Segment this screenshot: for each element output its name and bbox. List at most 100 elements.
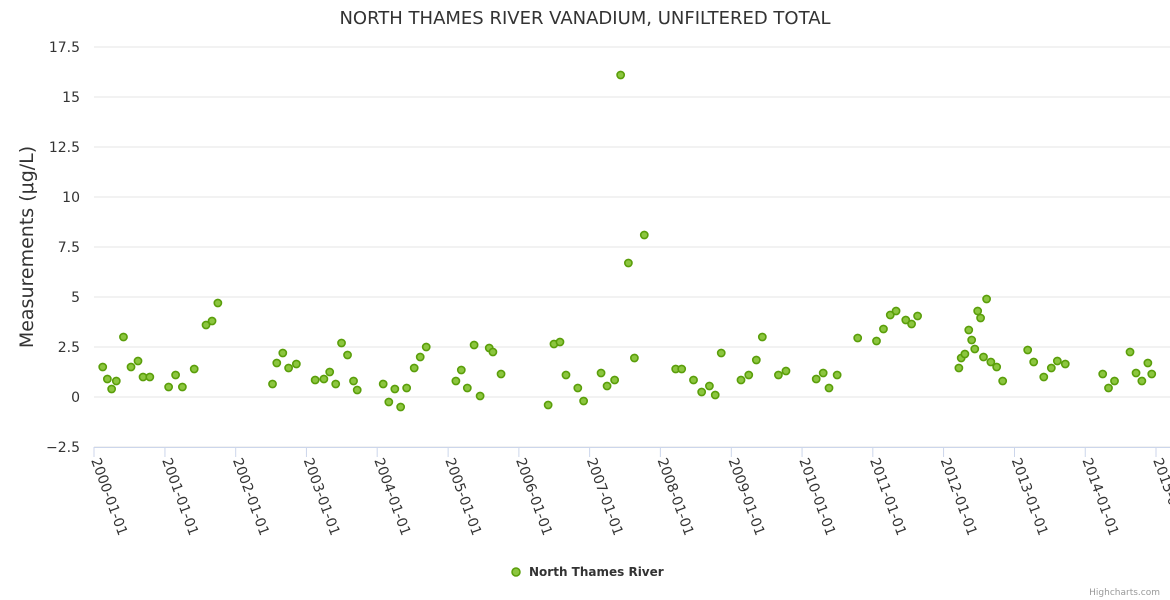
data-point[interactable] — [543, 400, 553, 410]
data-point[interactable] — [310, 375, 320, 385]
data-point[interactable] — [1104, 383, 1113, 393]
data-point[interactable] — [462, 383, 472, 393]
data-point[interactable] — [1023, 345, 1033, 355]
data-point[interactable] — [119, 332, 128, 342]
data-point[interactable] — [409, 363, 419, 373]
data-point[interactable] — [177, 382, 187, 392]
data-point[interactable] — [616, 70, 626, 80]
data-point[interactable] — [451, 376, 461, 386]
data-point[interactable] — [325, 367, 335, 377]
data-point[interactable] — [278, 348, 288, 358]
data-point[interactable] — [964, 325, 974, 335]
legend-item-label[interactable]: North Thames River — [529, 565, 664, 579]
data-point[interactable] — [1143, 358, 1153, 368]
legend[interactable]: North Thames River — [511, 565, 664, 579]
data-point[interactable] — [145, 372, 155, 382]
data-point[interactable] — [555, 337, 565, 347]
data-point[interactable] — [1131, 368, 1141, 378]
data-point[interactable] — [1039, 372, 1049, 382]
data-point[interactable] — [596, 368, 606, 378]
data-point[interactable] — [378, 379, 388, 389]
data-point[interactable] — [102, 374, 112, 384]
data-point[interactable] — [1110, 376, 1119, 386]
data-point[interactable] — [697, 387, 707, 397]
data-point[interactable] — [736, 375, 746, 385]
data-point[interactable] — [488, 347, 498, 357]
data-point[interactable] — [573, 383, 583, 393]
data-point[interactable] — [907, 319, 916, 329]
data-point[interactable] — [710, 390, 720, 400]
data-point[interactable] — [201, 320, 211, 330]
data-point[interactable] — [98, 362, 108, 372]
data-point[interactable] — [689, 375, 698, 385]
data-point[interactable] — [171, 370, 181, 380]
data-point[interactable] — [639, 230, 649, 240]
data-point[interactable] — [343, 350, 352, 360]
data-point[interactable] — [979, 352, 988, 362]
data-point[interactable] — [853, 333, 863, 343]
data-point[interactable] — [207, 316, 217, 326]
data-point[interactable] — [610, 375, 620, 385]
data-point[interactable] — [885, 310, 895, 320]
data-point[interactable] — [111, 376, 121, 386]
data-point[interactable] — [677, 364, 687, 374]
data-point[interactable] — [284, 363, 294, 373]
data-point[interactable] — [319, 374, 329, 384]
data-point[interactable] — [561, 370, 571, 380]
data-point[interactable] — [954, 363, 964, 373]
data-point[interactable] — [976, 313, 985, 323]
data-point[interactable] — [781, 366, 791, 376]
data-point[interactable] — [992, 362, 1002, 372]
data-point[interactable] — [272, 358, 282, 368]
data-point[interactable] — [1052, 356, 1062, 366]
data-point[interactable] — [1029, 357, 1039, 367]
data-point[interactable] — [1137, 376, 1147, 386]
data-point[interactable] — [213, 298, 223, 308]
data-point[interactable] — [164, 382, 174, 392]
data-point[interactable] — [913, 311, 922, 321]
data-point[interactable] — [832, 370, 842, 380]
data-point[interactable] — [744, 370, 754, 380]
data-point[interactable] — [973, 306, 983, 316]
data-point[interactable] — [1125, 347, 1135, 357]
data-point[interactable] — [623, 258, 633, 268]
data-point[interactable] — [705, 381, 714, 391]
data-point[interactable] — [456, 365, 466, 375]
data-point[interactable] — [396, 402, 406, 412]
data-point[interactable] — [268, 379, 277, 389]
data-point[interactable] — [475, 391, 485, 401]
credits-link[interactable]: Highcharts.com — [1089, 588, 1160, 598]
data-point[interactable] — [402, 383, 412, 393]
data-point[interactable] — [1046, 363, 1056, 373]
data-point[interactable] — [967, 335, 977, 345]
data-point[interactable] — [716, 348, 726, 358]
data-point[interactable] — [415, 352, 425, 362]
data-point[interactable] — [291, 359, 301, 369]
data-point[interactable] — [189, 364, 199, 374]
data-point[interactable] — [774, 370, 783, 380]
data-point[interactable] — [579, 396, 589, 406]
data-point[interactable] — [818, 368, 828, 378]
data-point[interactable] — [126, 362, 136, 372]
data-point[interactable] — [872, 336, 881, 346]
data-point[interactable] — [986, 357, 996, 367]
data-point[interactable] — [998, 376, 1008, 386]
data-point[interactable] — [469, 340, 479, 350]
data-point[interactable] — [349, 376, 358, 386]
data-point[interactable] — [751, 355, 761, 365]
data-point[interactable] — [107, 384, 117, 394]
data-point[interactable] — [390, 384, 400, 394]
data-point[interactable] — [352, 385, 362, 395]
data-point[interactable] — [982, 294, 991, 304]
data-point[interactable] — [133, 356, 143, 366]
data-point[interactable] — [970, 344, 980, 354]
data-point[interactable] — [384, 397, 394, 407]
data-point[interactable] — [496, 369, 506, 379]
data-point[interactable] — [901, 315, 911, 325]
data-point[interactable] — [1060, 359, 1070, 369]
data-point[interactable] — [1098, 369, 1108, 379]
data-point[interactable] — [891, 306, 901, 316]
data-point[interactable] — [331, 379, 341, 389]
data-point[interactable] — [811, 374, 821, 384]
data-point[interactable] — [757, 332, 767, 342]
